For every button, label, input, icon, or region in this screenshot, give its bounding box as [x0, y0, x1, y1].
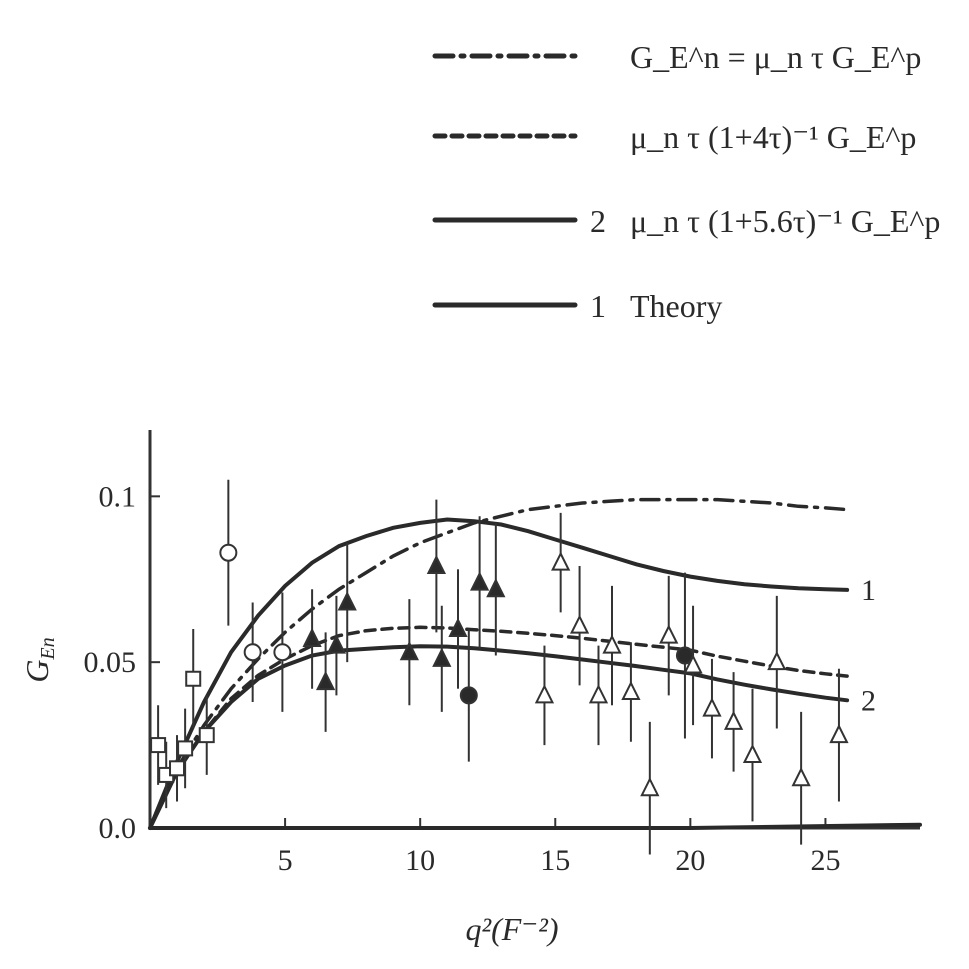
legend-number-1: 1 — [590, 288, 606, 324]
y-tick-label: 0.05 — [84, 646, 137, 679]
data-point-triangle — [534, 684, 555, 704]
data-point-triangle — [640, 776, 660, 797]
data-point-triangle — [315, 670, 336, 691]
legend-label-4: Theory — [630, 288, 722, 324]
series-line-1 — [148, 497, 849, 830]
x-tick-label: 15 — [540, 844, 570, 877]
chart-curves — [148, 497, 922, 830]
y-axis-label: GEn — [19, 637, 59, 682]
y-tick-label: 0.0 — [99, 812, 137, 845]
data-point-triangle — [621, 680, 641, 701]
series-line-5 — [148, 822, 922, 830]
data-point-triangle — [448, 617, 468, 637]
curve-label-2: 2 — [861, 684, 876, 717]
x-axis-label: q²(F⁻²) — [466, 911, 559, 947]
x-tick-label: 5 — [278, 844, 293, 877]
data-point-triangle — [337, 591, 357, 611]
chart-axes — [148, 430, 920, 830]
x-tick-label: 20 — [675, 844, 705, 877]
data-point-square — [169, 760, 186, 777]
data-point-triangle — [426, 554, 447, 574]
data-point-triangle — [569, 614, 590, 634]
series-line-3 — [148, 644, 850, 830]
chart-legend: G_E^n = μ_n τ G_E^p μ_n τ (1+4τ)⁻¹ G_E^p 2… — [432, 39, 940, 324]
data-point-triangle — [723, 710, 744, 730]
data-point-square — [185, 670, 202, 687]
data-point-triangle — [602, 634, 622, 654]
chart-data-points — [150, 479, 849, 855]
data-point-circle — [459, 686, 478, 705]
series-line-2 — [148, 625, 849, 830]
legend-label-3: μ_n τ (1+5.6τ)⁻¹ G_E^p — [630, 203, 940, 239]
data-point-triangle — [588, 684, 609, 704]
data-point-circle — [273, 643, 292, 662]
data-point-circle — [243, 643, 262, 662]
axis-ticks: 5 10 15 20 25 0.0 0.05 0.1 — [84, 480, 841, 877]
x-tick-label: 10 — [405, 844, 435, 877]
data-point-triangle — [432, 647, 452, 667]
data-point-triangle — [486, 577, 506, 598]
data-point-circle — [219, 543, 238, 562]
y-tick-label: 0.1 — [99, 480, 137, 513]
data-point-square — [177, 740, 194, 757]
series-line-4 — [148, 517, 850, 830]
data-point-triangle — [767, 650, 787, 671]
data-point-triangle — [791, 767, 811, 787]
legend-label-1: G_E^n = μ_n τ G_E^p — [630, 39, 921, 75]
data-point-square — [198, 727, 215, 744]
data-point-triangle — [702, 697, 722, 717]
legend-label-2: μ_n τ (1+4τ)⁻¹ G_E^p — [630, 119, 916, 155]
curve-label-1: 1 — [861, 574, 876, 607]
chart-curve-labels: 21 — [861, 574, 876, 717]
data-point-triangle — [302, 627, 322, 647]
x-tick-label: 25 — [810, 844, 840, 877]
data-point-triangle — [659, 624, 679, 644]
data-point-triangle — [326, 634, 347, 654]
data-point-square — [150, 737, 167, 754]
data-point-triangle — [742, 743, 763, 764]
data-point-triangle — [551, 551, 571, 571]
data-point-triangle — [469, 571, 490, 591]
data-point-triangle — [399, 640, 419, 661]
legend-number-2: 2 — [590, 203, 606, 239]
data-point-triangle — [829, 723, 849, 744]
data-point-triangle — [683, 654, 703, 674]
